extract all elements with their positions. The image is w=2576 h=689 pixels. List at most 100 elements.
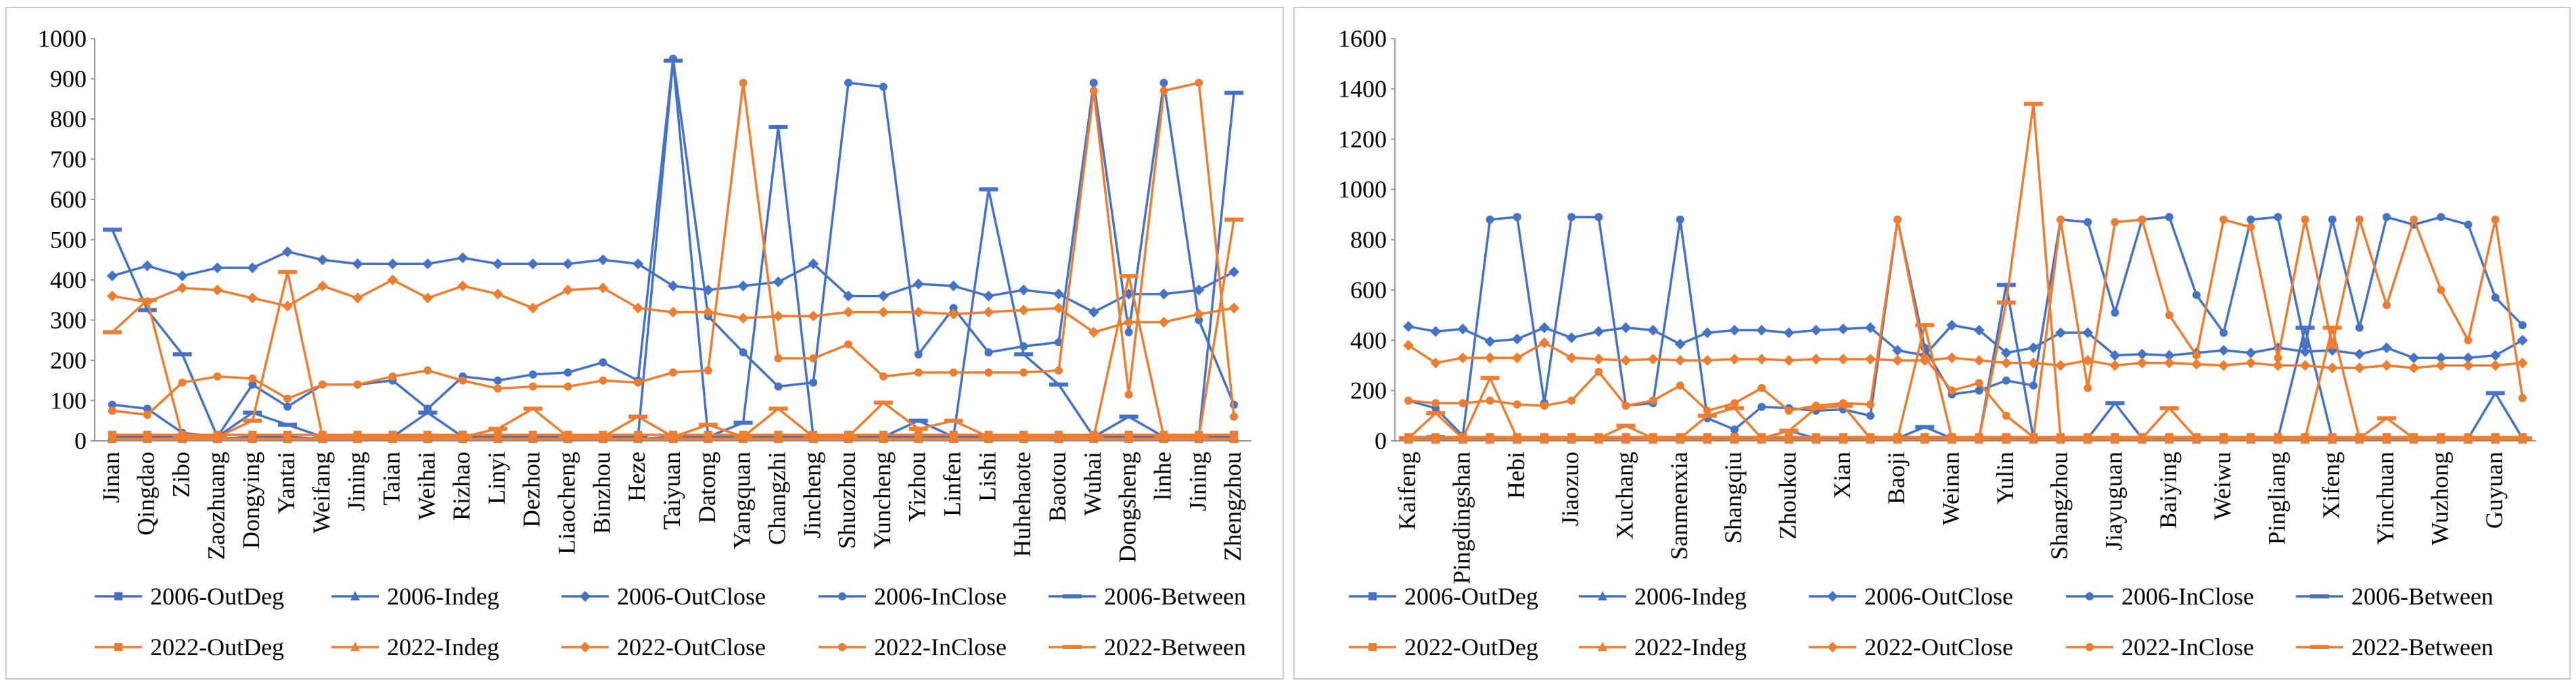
legend-label: 2006-Indeg (1634, 583, 1747, 610)
data-point (844, 340, 853, 349)
data-point (493, 376, 502, 385)
data-point (2353, 348, 2365, 360)
data-point (388, 372, 397, 381)
data-point (108, 400, 116, 409)
data-point (283, 394, 292, 403)
data-point (2084, 383, 2092, 392)
data-point (913, 433, 923, 444)
legend-item: 2006-InClose (819, 583, 1007, 610)
data-point (1975, 386, 1983, 395)
data-point (2349, 436, 2369, 441)
data-point (2489, 360, 2501, 371)
data-point (1806, 406, 1826, 410)
data-point (1702, 434, 1712, 444)
data-point (177, 270, 188, 282)
data-point (143, 410, 152, 419)
data-point (2220, 215, 2228, 224)
data-point (1864, 322, 1876, 333)
data-point (2109, 360, 2121, 371)
data-point (2245, 347, 2257, 358)
data-point (2001, 434, 2011, 444)
x-tick-label: Zhoukou (1774, 452, 1801, 540)
data-point (278, 423, 297, 427)
data-point (1049, 435, 1068, 439)
data-point (1893, 215, 1902, 224)
data-point (808, 310, 819, 322)
data-point (418, 410, 438, 415)
legend-label: 2022-OutClose (617, 634, 766, 661)
legend-item: 2022-Indeg (1579, 634, 1747, 661)
x-tick-label: Weihai (413, 452, 440, 520)
data-point (2082, 355, 2094, 366)
x-tick-label: Kaifeng (1394, 452, 1421, 530)
data-point (2136, 348, 2148, 360)
legend-marker (114, 643, 122, 651)
data-point (423, 366, 432, 375)
data-point (1838, 434, 1848, 444)
data-point (2218, 360, 2230, 371)
data-point (843, 290, 854, 302)
legend-label: 2006-OutClose (1864, 583, 2013, 610)
data-point (1484, 352, 1496, 364)
data-point (353, 380, 362, 389)
data-point (2328, 215, 2337, 224)
legend-item: 2006-OutDeg (1349, 583, 1538, 610)
data-point (1507, 436, 1527, 441)
data-point (492, 288, 503, 300)
data-point (2111, 308, 2119, 317)
data-point (1676, 215, 1684, 224)
legend-marker (350, 591, 360, 600)
data-point (2485, 391, 2505, 396)
legend-marker (350, 642, 360, 651)
data-point (1942, 436, 1962, 441)
data-point (733, 435, 753, 439)
data-point (1485, 434, 1495, 444)
data-point (1228, 302, 1240, 314)
x-tick-label: Shangqiu (1720, 452, 1747, 544)
x-tick-label: Zibo (168, 452, 195, 498)
data-point (213, 372, 222, 381)
data-point (317, 280, 328, 291)
data-point (1643, 436, 1663, 441)
series-line (111, 60, 1235, 439)
data-point (1946, 352, 1958, 364)
legend-marker (1598, 591, 1607, 600)
x-tick-label: Weinan (1937, 452, 1964, 525)
data-point (733, 421, 753, 425)
data-point (774, 354, 783, 363)
data-point (2462, 352, 2474, 364)
data-point (172, 435, 192, 439)
data-point (2055, 327, 2067, 339)
data-point (2105, 401, 2125, 406)
data-point (564, 382, 572, 391)
data-point (1701, 327, 1713, 339)
data-point (2295, 436, 2315, 441)
data-point (1948, 386, 1956, 395)
data-point (1224, 217, 1244, 222)
data-point (107, 433, 117, 444)
data-point (2437, 213, 2445, 222)
data-point (913, 306, 924, 318)
data-point (1480, 376, 1500, 381)
x-tick-label: Yinchuan (2372, 452, 2399, 545)
data-point (1837, 354, 1849, 365)
data-point (1779, 429, 1799, 433)
legend-marker (1598, 642, 1607, 651)
x-tick-label: Yangquan (729, 452, 756, 549)
legend-item: 2006-OutClose (561, 583, 766, 610)
data-point (702, 306, 714, 318)
legend-marker (1827, 591, 1838, 602)
x-tick-label: Zhengzhou (1219, 452, 1246, 561)
data-point (1123, 316, 1134, 328)
legend-item: 2022-Between (2296, 634, 2493, 661)
data-point (1159, 78, 1168, 87)
data-point (2327, 434, 2337, 444)
data-point (773, 310, 784, 322)
data-point (1810, 325, 1822, 336)
legend-label: 2022-Indeg (387, 634, 499, 661)
data-point (634, 378, 643, 387)
data-point (1620, 322, 1632, 333)
data-point (1567, 396, 1576, 405)
y-tick-label: 1200 (1338, 126, 1387, 153)
data-point (488, 427, 507, 431)
